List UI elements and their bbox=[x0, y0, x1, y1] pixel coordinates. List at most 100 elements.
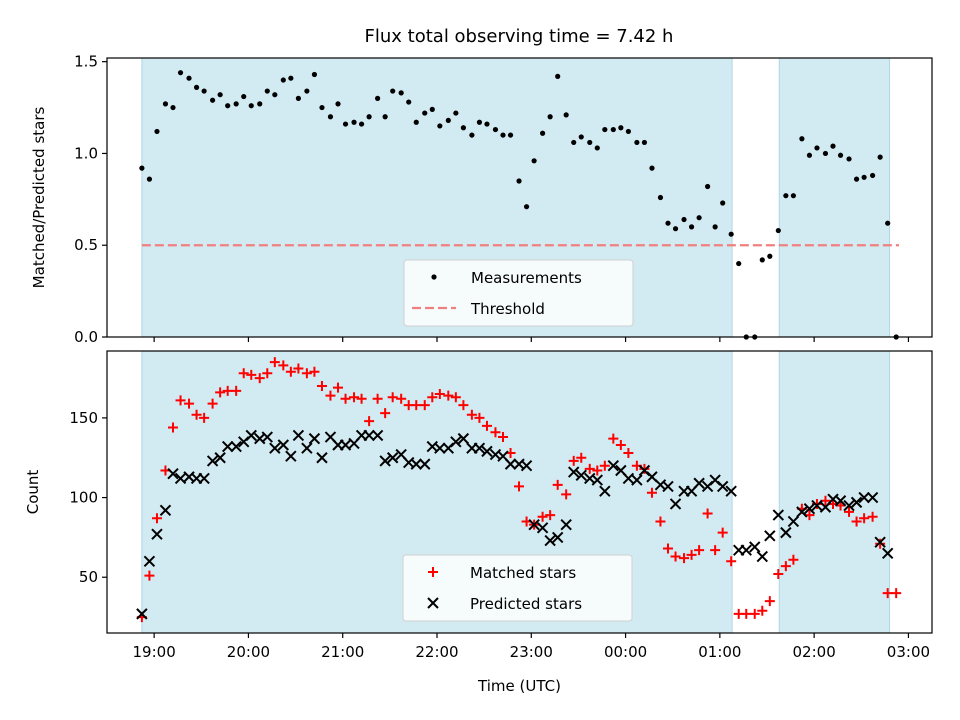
matched-star-point bbox=[568, 455, 579, 466]
night-span-2 bbox=[778, 350, 891, 634]
measurement-point bbox=[170, 104, 176, 111]
predicted-star-point bbox=[174, 472, 187, 485]
measurement-point bbox=[162, 101, 169, 107]
matched-star-point bbox=[293, 363, 304, 374]
legend: Measurements Threshold bbox=[403, 259, 634, 327]
measurement-point bbox=[641, 139, 648, 146]
measurement-point bbox=[304, 88, 310, 94]
predicted-star-point bbox=[662, 480, 674, 493]
measurement-point bbox=[217, 92, 223, 98]
predicted-star-point bbox=[245, 429, 257, 442]
predicted-star-point bbox=[866, 491, 879, 504]
y-axis-title: Matched/Predicted stars bbox=[30, 107, 48, 289]
measurement-point bbox=[587, 139, 593, 146]
legend-measurement-marker bbox=[431, 274, 437, 280]
measurement-point bbox=[720, 200, 726, 206]
measurement-point bbox=[233, 101, 239, 107]
predicted-star-point bbox=[269, 442, 281, 454]
measurement-point bbox=[272, 92, 278, 98]
matched-star-point bbox=[325, 390, 336, 401]
matched-star-point bbox=[434, 389, 445, 400]
matched-star-point bbox=[584, 463, 595, 474]
matched-star-point bbox=[411, 400, 422, 411]
matched-star-point bbox=[679, 553, 690, 564]
matched-star-point bbox=[481, 420, 492, 431]
predicted-star-point bbox=[221, 440, 234, 453]
y-tick-label: 100 bbox=[69, 489, 98, 507]
measurement-point bbox=[531, 158, 537, 164]
measurement-point bbox=[516, 178, 522, 184]
matched-star-point bbox=[474, 412, 485, 423]
predicted-star-point bbox=[339, 439, 352, 451]
predicted-star-point bbox=[434, 442, 446, 454]
measurement-point bbox=[445, 117, 451, 124]
matched-star-point bbox=[490, 427, 501, 438]
measurement-point bbox=[806, 152, 813, 158]
predicted-star-point bbox=[151, 528, 163, 540]
measurement-point bbox=[241, 93, 247, 100]
predicted-star-point bbox=[214, 452, 226, 464]
matched-star-point bbox=[702, 508, 713, 519]
predicted-star-point bbox=[277, 439, 290, 451]
measurement-point bbox=[484, 121, 490, 127]
matched-star-point bbox=[151, 513, 162, 524]
matched-star-point bbox=[349, 392, 360, 403]
measurement-point bbox=[476, 119, 483, 125]
measurement-point bbox=[846, 156, 852, 162]
predicted-star-point bbox=[206, 455, 219, 467]
matched-star-point bbox=[199, 412, 210, 423]
measurement-point bbox=[657, 194, 664, 201]
measurement-point bbox=[193, 84, 200, 90]
predicted-star-point bbox=[803, 503, 816, 515]
measurement-point bbox=[186, 75, 192, 81]
predicted-star-point bbox=[631, 474, 643, 486]
matched-star-point bbox=[301, 368, 312, 379]
matched-star-point bbox=[269, 357, 280, 368]
predicted-star-point bbox=[858, 491, 870, 504]
matched-star-point bbox=[316, 381, 327, 392]
matched-star-point bbox=[254, 373, 265, 384]
matched-star-point bbox=[396, 393, 407, 404]
matched-star-point bbox=[184, 398, 195, 409]
predicted-star-point bbox=[292, 429, 305, 442]
predicted-star-point bbox=[850, 496, 863, 509]
x-tick-label: 21:00 bbox=[321, 643, 364, 661]
measurement-point bbox=[523, 204, 530, 210]
predicted-star-point bbox=[772, 509, 785, 521]
measurement-point bbox=[366, 114, 372, 120]
matched-star-point bbox=[608, 433, 619, 444]
measurement-point bbox=[696, 215, 702, 221]
matched-star-point bbox=[741, 608, 752, 619]
matched-star-point bbox=[764, 596, 775, 607]
measurement-point bbox=[139, 165, 145, 171]
series-matched-stars bbox=[136, 357, 902, 623]
measurement-point bbox=[634, 139, 640, 146]
x-tick-label: 23:00 bbox=[510, 643, 553, 661]
measurement-point bbox=[594, 145, 600, 151]
predicted-star-point bbox=[363, 429, 375, 442]
matched-star-point bbox=[757, 605, 768, 616]
matched-star-point bbox=[466, 409, 477, 420]
matched-star-point bbox=[694, 545, 705, 556]
measurement-point bbox=[649, 165, 655, 171]
matched-star-point bbox=[576, 452, 587, 463]
night-span-2 bbox=[778, 57, 891, 338]
measurement-point bbox=[177, 70, 184, 76]
measurement-point bbox=[335, 101, 341, 107]
measurement-point bbox=[201, 88, 207, 94]
matched-star-point bbox=[514, 481, 525, 492]
measurement-point bbox=[210, 97, 216, 103]
predicted-star-point bbox=[230, 440, 242, 453]
matched-star-point bbox=[615, 440, 626, 450]
matched-star-point bbox=[175, 395, 186, 406]
predicted-star-point bbox=[419, 458, 431, 470]
measurement-point bbox=[280, 77, 286, 83]
predicted-star-point bbox=[796, 506, 808, 518]
x-tick-label: 02:00 bbox=[793, 643, 836, 661]
matched-star-point bbox=[875, 538, 886, 549]
matched-star-point bbox=[561, 489, 572, 500]
measurement-point bbox=[814, 145, 820, 151]
legend-label: Matched stars bbox=[470, 564, 576, 582]
measurement-point bbox=[775, 227, 781, 234]
legend-label: Measurements bbox=[471, 269, 582, 287]
